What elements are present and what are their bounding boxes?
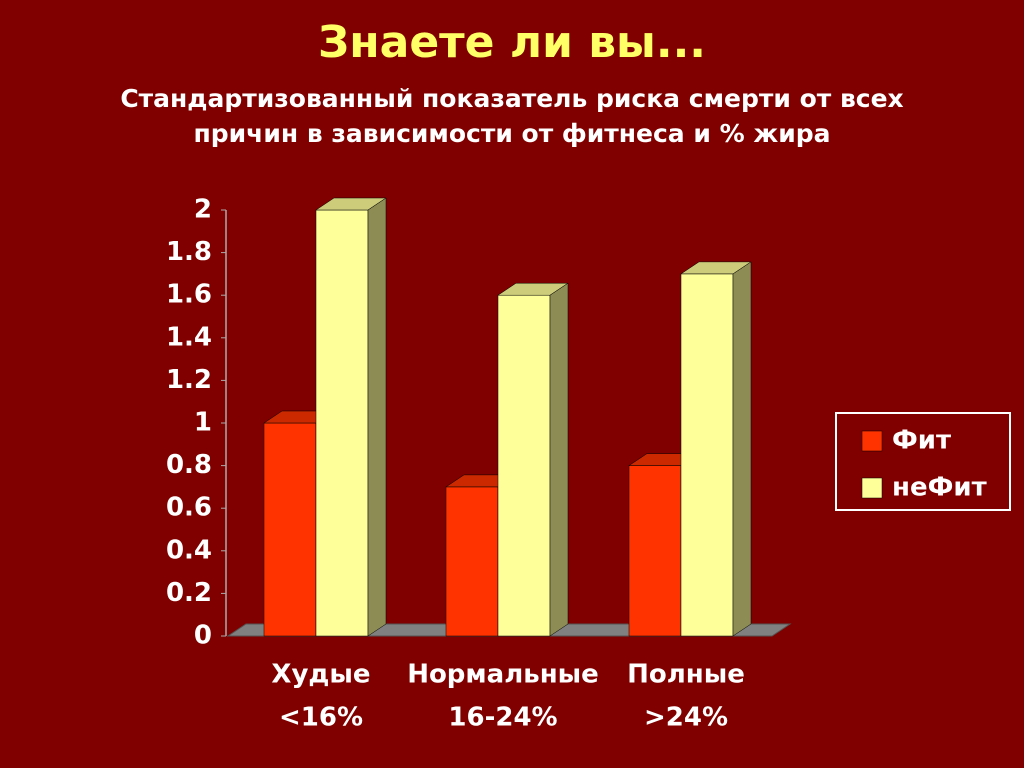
y-tick-label: 1.6 [166, 280, 212, 310]
subtitle: Стандартизованный показатель риска смерт… [120, 84, 903, 113]
y-tick-label: 1.2 [166, 365, 212, 395]
x-tick-label: >24% [644, 703, 728, 733]
y-tick-label: 1.4 [166, 322, 212, 352]
bar-front [497, 294, 551, 637]
bar-side [367, 197, 387, 637]
y-tick-label: 0.6 [166, 493, 212, 523]
y-tick-label: 0.4 [166, 535, 212, 565]
legend-label: неФит [892, 473, 987, 503]
y-tick-label: 0 [194, 621, 212, 651]
y-tick-label: 1 [194, 408, 212, 438]
x-tick-label: 16-24% [448, 703, 557, 733]
y-tick-label: 0.8 [166, 450, 212, 480]
bar-front [263, 422, 317, 637]
y-tick-label: 1.8 [166, 237, 212, 267]
x-tick-label: Худые [271, 660, 370, 690]
x-tick-label: Полные [627, 660, 745, 690]
x-tick-label: Нормальные [407, 660, 599, 690]
legend-swatch [861, 477, 883, 499]
bar-front [445, 486, 499, 637]
y-tick-label: 0.2 [166, 578, 212, 608]
bar-side [549, 282, 569, 637]
bar-front [680, 273, 734, 637]
bar-front [315, 209, 369, 637]
bar-side [732, 261, 752, 637]
y-tick-label: 2 [194, 195, 212, 225]
legend [835, 412, 1011, 511]
legend-label: Фит [892, 426, 951, 456]
slide-title: Знаете ли вы... [318, 17, 706, 68]
bar-front [628, 465, 682, 637]
legend-swatch [861, 430, 883, 452]
subtitle: причин в зависимости от фитнеса и % жира [193, 119, 830, 148]
x-tick-label: <16% [279, 703, 363, 733]
